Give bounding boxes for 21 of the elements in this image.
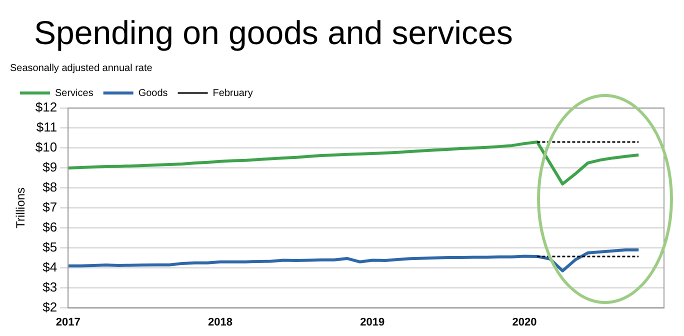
y-tick-label: $3 bbox=[42, 279, 58, 294]
legend-label: February bbox=[212, 88, 253, 99]
y-tick-label: $5 bbox=[42, 239, 58, 254]
y-tick-label: $4 bbox=[42, 259, 58, 274]
y-tick-label: $11 bbox=[36, 120, 58, 135]
chart-subtitle: Seasonally adjusted annual rate bbox=[10, 62, 153, 74]
legend-label: Goods bbox=[138, 88, 168, 99]
y-tick-label: $2 bbox=[42, 299, 58, 314]
x-tick-label: 2019 bbox=[360, 316, 385, 328]
x-tick-label: 2018 bbox=[208, 316, 232, 328]
y-tick-label: $12 bbox=[35, 100, 58, 115]
y-tick-label: $6 bbox=[42, 219, 58, 234]
y-tick-label: $8 bbox=[42, 180, 58, 194]
legend-label: Services bbox=[55, 88, 94, 99]
y-axis-title: Trillions bbox=[14, 187, 28, 228]
y-tick-label: $7 bbox=[42, 199, 58, 214]
chart-title: Spending on goods and services bbox=[34, 14, 513, 52]
x-tick-label: 2020 bbox=[512, 316, 537, 328]
y-tick-label: $10 bbox=[35, 140, 58, 155]
y-tick-label: $9 bbox=[42, 160, 58, 175]
x-tick-label: 2017 bbox=[56, 316, 80, 328]
